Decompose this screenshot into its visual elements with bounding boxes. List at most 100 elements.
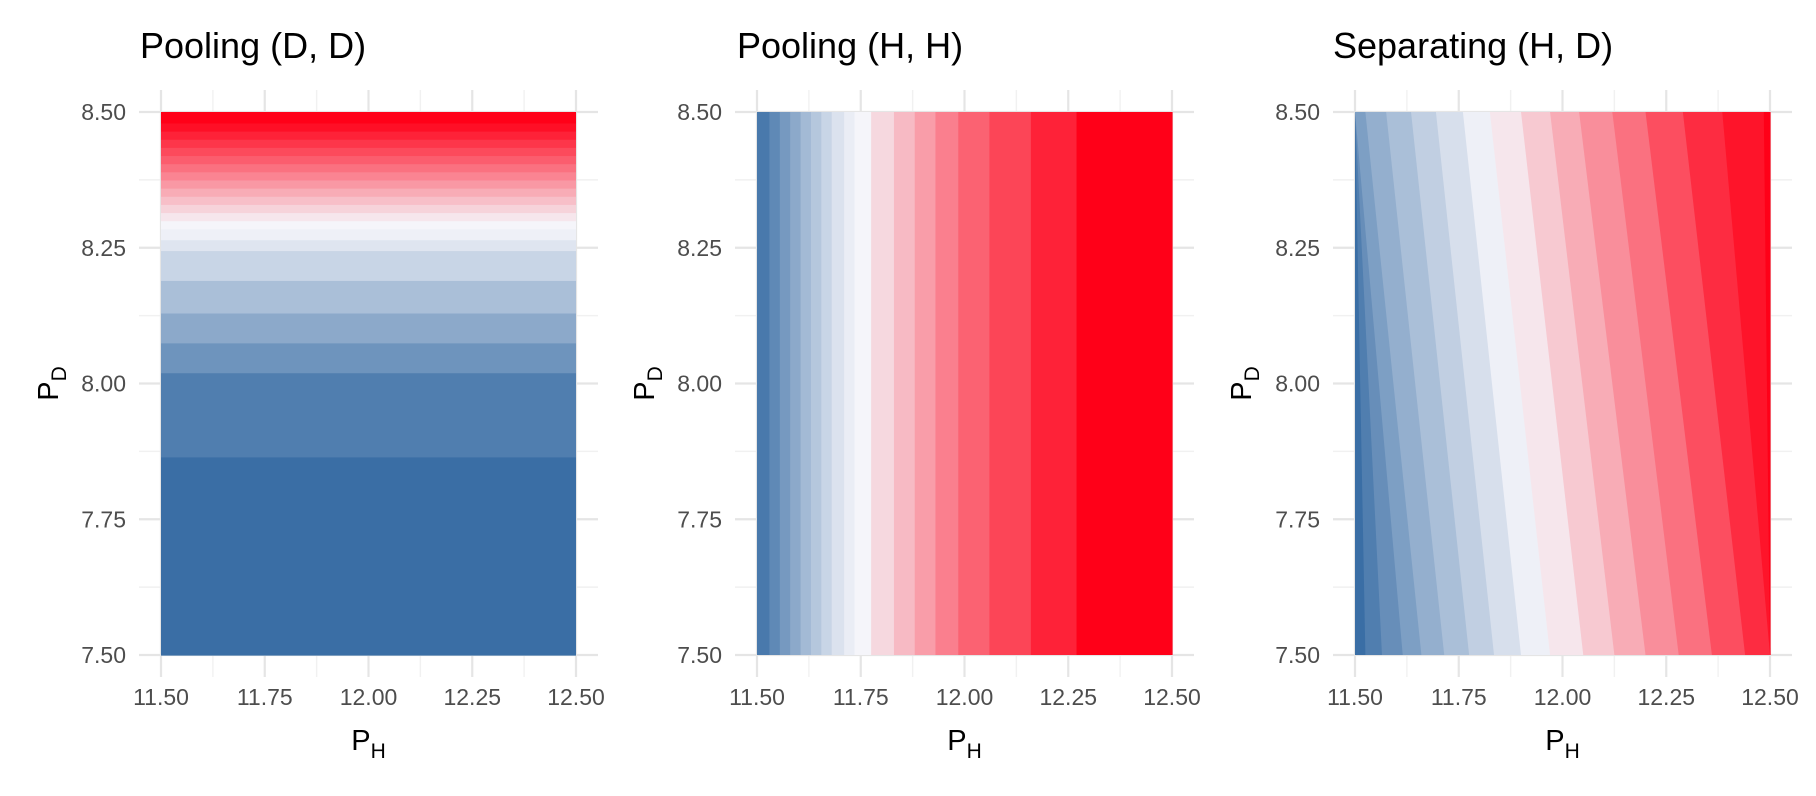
contour-band: [779, 112, 791, 655]
contour-band: [1386, 112, 1470, 655]
y-tick-label: 8.50: [677, 99, 722, 125]
y-tick-label: 7.50: [1275, 642, 1320, 668]
contour-band: [1076, 112, 1173, 655]
x-tick-label: 12.50: [1741, 684, 1799, 710]
contour-band: [1355, 112, 1422, 655]
contour-band: [854, 112, 872, 655]
x-tick-label: 11.75: [237, 684, 293, 710]
contour-band: [161, 239, 576, 252]
contour-band: [1579, 112, 1680, 655]
contour-band: [800, 112, 812, 655]
contour-band: [161, 456, 576, 656]
contour-band: [161, 280, 576, 314]
panel-1: Pooling (D, D) 11.50 11.75 12.00 12.25 12.50 7…: [33, 25, 605, 763]
x-tick-label: 12.00: [340, 684, 398, 710]
contour-band: [1435, 112, 1522, 655]
contour-band: [161, 147, 576, 157]
x-axis-title: PH: [351, 725, 386, 763]
x-tick-label: 11.50: [729, 684, 785, 710]
panel-2: Pooling (H, H) 11.50 11.75 12.00 12.25 12.50 7…: [629, 25, 1201, 763]
x-tick-label: 12.25: [443, 684, 501, 710]
x-axis-title: PH: [947, 725, 982, 763]
panel-title: Pooling (D, D): [140, 25, 366, 66]
y-tick-label: 7.75: [81, 506, 126, 532]
x-tick-label: 12.25: [1637, 684, 1695, 710]
contour-band: [790, 112, 802, 655]
contour-band: [821, 112, 833, 655]
contour-band: [161, 179, 576, 189]
x-tick-label: 11.50: [1327, 684, 1383, 710]
contour-band: [958, 112, 990, 655]
y-tick-label: 8.00: [1275, 371, 1320, 397]
x-axis-title: PH: [1545, 725, 1580, 763]
contour-band: [1550, 112, 1647, 655]
y-tick-label: 8.00: [677, 371, 722, 397]
x-tick-label: 12.50: [1143, 684, 1201, 710]
contour-band: [1489, 112, 1584, 655]
contour-bands: [161, 112, 576, 656]
contour-band: [989, 112, 1032, 655]
contour-band: [161, 139, 576, 148]
y-axis-title: PD: [1226, 366, 1264, 401]
contour-band: [914, 112, 937, 655]
contour-band: [161, 220, 576, 230]
contour-band: [1763, 112, 1771, 655]
y-axis-title: PD: [33, 366, 71, 401]
contour-band: [844, 112, 856, 655]
y-tick-label: 8.25: [81, 235, 126, 261]
panel-title: Separating (H, D): [1333, 25, 1613, 66]
contour-band: [161, 250, 576, 281]
contour-band: [757, 112, 771, 655]
x-tick-label: 12.00: [1534, 684, 1592, 710]
y-tick-label: 8.25: [1275, 235, 1320, 261]
contour-band: [1030, 112, 1078, 655]
contour-band: [161, 188, 576, 197]
y-axis-title: PD: [629, 366, 667, 401]
y-tick-label: 7.50: [81, 642, 126, 668]
contour-band: [161, 155, 576, 165]
contour-band: [161, 112, 576, 124]
contour-band: [161, 228, 576, 241]
contour-band: [161, 131, 576, 140]
contour-band: [1612, 112, 1713, 655]
contour-band: [161, 312, 576, 344]
y-tick-label: 8.00: [81, 371, 126, 397]
contour-band: [1722, 112, 1771, 655]
y-tick-label: 7.75: [677, 506, 722, 532]
contour-band: [161, 122, 576, 132]
contour-band: [1411, 112, 1495, 655]
y-tick-label: 8.25: [677, 235, 722, 261]
x-tick-label: 12.00: [936, 684, 994, 710]
contour-band: [161, 204, 576, 214]
contour-band: [893, 112, 916, 655]
contour-band: [1682, 112, 1771, 655]
contour-band: [1462, 112, 1551, 655]
contour-band: [769, 112, 781, 655]
contour-band: [161, 342, 576, 374]
x-tick-label: 11.75: [833, 684, 889, 710]
x-tick-label: 12.25: [1039, 684, 1097, 710]
contour-band: [1521, 112, 1615, 655]
contour-band: [161, 212, 576, 222]
contour-band: [935, 112, 959, 655]
contour-band: [1645, 112, 1746, 655]
contour-band: [831, 112, 845, 655]
y-tick-label: 8.50: [81, 99, 126, 125]
contour-band: [1365, 112, 1445, 655]
y-tick-label: 7.50: [677, 642, 722, 668]
y-tick-label: 8.50: [1275, 99, 1320, 125]
panel-title: Pooling (H, H): [737, 25, 963, 66]
contour-band: [810, 112, 822, 655]
contour-bands: [757, 112, 1173, 655]
contour-band: [161, 163, 576, 173]
panel-3: Separating (H, D) 11.50 11.75 12.00 12.25 12.…: [1226, 25, 1799, 763]
x-tick-label: 12.50: [547, 684, 605, 710]
x-tick-label: 11.75: [1431, 684, 1487, 710]
x-tick-label: 11.50: [133, 684, 189, 710]
contour-band: [161, 196, 576, 205]
contour-band: [161, 171, 576, 181]
contour-bands: [1355, 112, 1771, 655]
contour-band: [871, 112, 895, 655]
y-tick-label: 7.75: [1275, 506, 1320, 532]
